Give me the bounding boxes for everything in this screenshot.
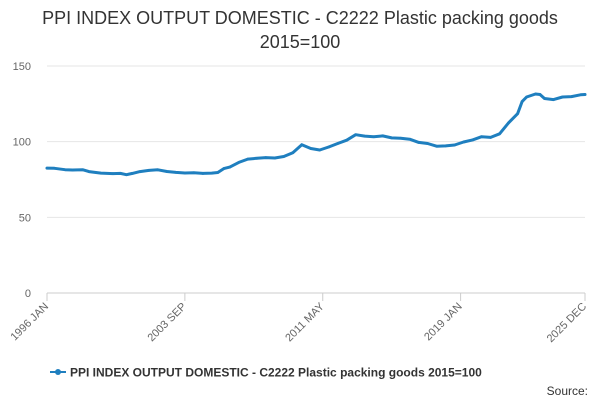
y-tick-label: 50 bbox=[19, 212, 31, 224]
data-point bbox=[538, 93, 542, 96]
data-point bbox=[327, 145, 331, 149]
data-point bbox=[408, 137, 411, 141]
data-point bbox=[216, 171, 220, 174]
data-point bbox=[520, 100, 524, 103]
data-point bbox=[453, 143, 456, 147]
data-point bbox=[99, 171, 103, 175]
data-point bbox=[174, 171, 178, 174]
y-tick-label: 0 bbox=[25, 288, 31, 300]
legend-swatch-marker bbox=[55, 369, 61, 375]
data-point bbox=[435, 144, 438, 148]
data-point bbox=[273, 156, 277, 160]
data-point bbox=[131, 172, 134, 175]
data-point bbox=[489, 136, 492, 139]
data-point bbox=[71, 168, 74, 172]
data-point bbox=[561, 95, 564, 99]
data-point bbox=[45, 166, 49, 170]
x-tick-label: 1996 JAN bbox=[8, 301, 51, 344]
data-point bbox=[426, 142, 429, 145]
data-point bbox=[255, 157, 259, 160]
data-point bbox=[543, 97, 546, 100]
data-point bbox=[363, 134, 367, 138]
data-point bbox=[147, 169, 151, 172]
y-tick-label: 150 bbox=[13, 61, 31, 73]
x-tick-label: 2003 SEP bbox=[145, 301, 189, 345]
x-tick-label: 2019 JAN bbox=[422, 301, 465, 344]
x-axis: 1996 JAN 2003 SEP 2011 MAY 2019 JAN 2025 DEC bbox=[8, 293, 589, 345]
data-point bbox=[399, 136, 402, 140]
data-point bbox=[291, 151, 295, 155]
y-axis: 0 50 100 150 bbox=[13, 61, 31, 300]
data-point bbox=[471, 138, 474, 142]
data-point bbox=[372, 135, 375, 138]
data-point bbox=[222, 167, 226, 170]
series-line bbox=[45, 92, 587, 177]
data-point bbox=[165, 170, 169, 173]
data-point bbox=[318, 148, 322, 152]
data-point bbox=[156, 168, 160, 172]
legend: PPI INDEX OUTPUT DOMESTIC - C2222 Plasti… bbox=[50, 366, 482, 380]
data-point bbox=[309, 147, 313, 150]
data-point bbox=[354, 133, 358, 137]
data-point bbox=[125, 173, 128, 176]
data-point bbox=[583, 93, 587, 96]
data-point bbox=[183, 171, 187, 175]
data-point bbox=[498, 132, 501, 136]
data-point bbox=[579, 93, 582, 97]
data-point bbox=[246, 157, 250, 161]
data-point bbox=[210, 171, 214, 175]
y-tick-label: 100 bbox=[13, 137, 31, 149]
data-point bbox=[111, 172, 115, 175]
data-point bbox=[63, 168, 67, 171]
data-point bbox=[516, 112, 519, 115]
data-point bbox=[480, 135, 483, 138]
data-point bbox=[53, 167, 56, 170]
data-point bbox=[282, 155, 286, 158]
data-point bbox=[381, 134, 384, 138]
data-point bbox=[87, 170, 91, 173]
data-point bbox=[264, 156, 268, 159]
data-point bbox=[570, 95, 573, 98]
data-point bbox=[201, 172, 205, 175]
data-point bbox=[417, 141, 420, 144]
data-point bbox=[119, 172, 122, 175]
data-point bbox=[444, 144, 447, 148]
x-tick-label: 2011 MAY bbox=[283, 300, 327, 344]
series-line-path bbox=[45, 92, 587, 177]
data-point bbox=[300, 143, 304, 146]
legend-label: PPI INDEX OUTPUT DOMESTIC - C2222 Plasti… bbox=[70, 366, 482, 380]
source-label: Source: bbox=[546, 384, 588, 398]
data-point bbox=[192, 171, 196, 174]
data-point bbox=[237, 161, 241, 164]
chart-title: PPI INDEX OUTPUT DOMESTIC - C2222 Plasti… bbox=[42, 8, 558, 52]
gridlines bbox=[47, 65, 585, 294]
data-point bbox=[138, 170, 142, 173]
data-point bbox=[81, 168, 85, 172]
data-point bbox=[228, 165, 232, 169]
data-point bbox=[345, 138, 349, 142]
data-point bbox=[552, 98, 555, 101]
data-point bbox=[336, 142, 340, 145]
data-point bbox=[534, 92, 537, 96]
x-tick-label: 2025 DEC bbox=[545, 301, 589, 345]
data-point bbox=[525, 95, 528, 99]
data-point bbox=[462, 140, 465, 144]
data-point bbox=[390, 136, 393, 140]
data-point bbox=[507, 121, 510, 125]
